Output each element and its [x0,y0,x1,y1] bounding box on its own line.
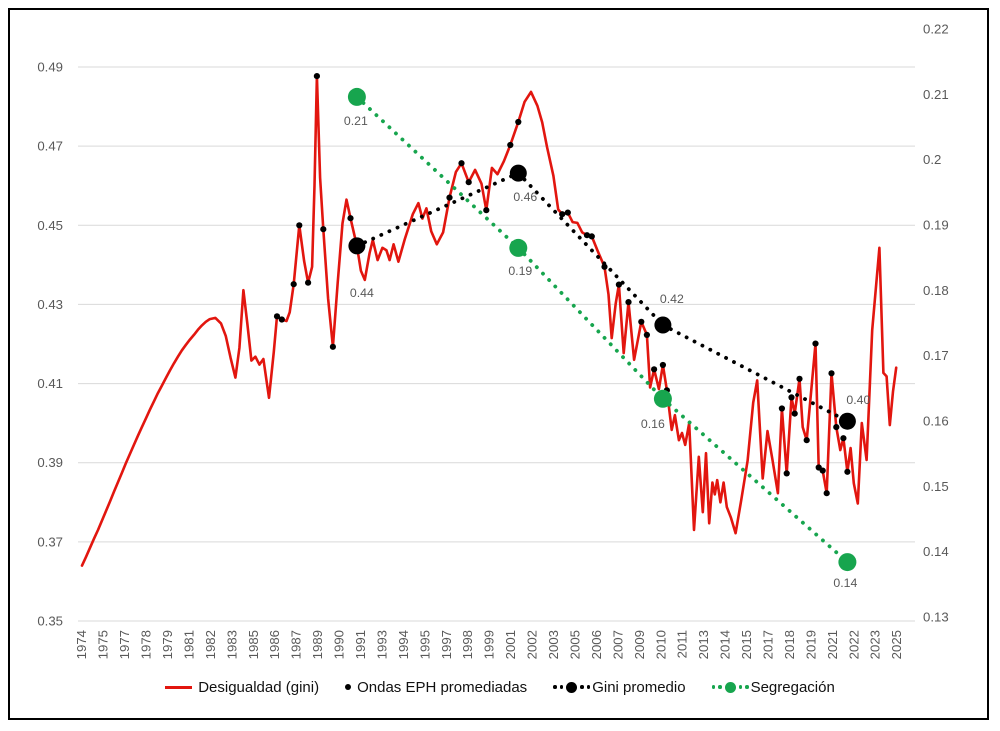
svg-text:0.16: 0.16 [641,417,665,431]
svg-text:1985: 1985 [246,630,261,659]
green-dotted-marker-icon [711,681,749,693]
svg-text:2023: 2023 [868,630,883,659]
legend-item-gini-promedio: Gini promedio [553,678,686,696]
legend-label-gini-promedio: Gini promedio [592,678,686,696]
svg-text:0.42: 0.42 [660,292,684,306]
svg-text:2009: 2009 [632,630,647,659]
svg-text:1987: 1987 [289,630,304,659]
svg-text:2001: 2001 [503,630,518,659]
legend-label-desigualdad: Desigualdad (gini) [198,678,320,696]
svg-text:1977: 1977 [117,630,132,659]
svg-text:0.19: 0.19 [508,264,532,278]
svg-text:0.16: 0.16 [923,414,949,429]
svg-text:0.41: 0.41 [37,376,63,391]
svg-text:0.19: 0.19 [923,218,949,233]
svg-text:1975: 1975 [96,630,111,659]
svg-text:2021: 2021 [825,630,840,659]
svg-text:1994: 1994 [396,630,411,659]
svg-text:2005: 2005 [568,630,583,659]
right-axis-ticks: 0.22 0.21 0.2 0.19 0.18 0.17 0.16 0.15 0.14 0.13 [923,22,949,625]
svg-text:1995: 1995 [417,630,432,659]
svg-text:2019: 2019 [803,630,818,659]
svg-text:2002: 2002 [525,630,540,659]
segregacion-series: 0.21 0.19 0.16 0.14 [344,87,858,590]
red-line-marker-icon [165,685,193,689]
chart-legend: Desigualdad (gini) Ondas EPH promediadas… [0,674,1000,700]
legend-item-ondas-eph: Ondas EPH promediadas [345,679,527,696]
svg-text:0.21: 0.21 [923,87,949,102]
svg-text:1974: 1974 [74,630,89,659]
legend-label-ondas-eph: Ondas EPH promediadas [357,678,528,696]
svg-text:1982: 1982 [203,630,218,659]
svg-text:2006: 2006 [589,630,604,659]
svg-text:2014: 2014 [718,630,733,659]
svg-text:1991: 1991 [353,630,368,659]
svg-text:2013: 2013 [696,630,711,659]
svg-text:0.47: 0.47 [37,139,63,154]
svg-text:0.14: 0.14 [833,576,857,590]
svg-text:2025: 2025 [889,630,904,659]
svg-text:0.46: 0.46 [513,190,537,204]
svg-text:0.35: 0.35 [37,614,63,629]
svg-text:0.17: 0.17 [923,348,949,363]
svg-text:0.22: 0.22 [923,22,949,37]
x-axis-ticks: 1974 1975 1977 1978 1979 1981 1982 1983 1985 1986… [74,630,904,659]
svg-text:0.44: 0.44 [350,286,374,300]
svg-text:1997: 1997 [439,630,454,659]
svg-text:2017: 2017 [761,630,776,659]
svg-text:0.2: 0.2 [923,152,941,167]
svg-text:2007: 2007 [610,630,625,659]
gini-promedio-series: 0.44 0.46 0.42 0.40 [348,164,871,430]
svg-text:2003: 2003 [546,630,561,659]
svg-text:1983: 1983 [224,630,239,659]
svg-text:2010: 2010 [653,630,668,659]
svg-text:2015: 2015 [739,630,754,659]
svg-text:1990: 1990 [332,630,347,659]
svg-text:2022: 2022 [846,630,861,659]
svg-text:2018: 2018 [782,630,797,659]
svg-text:0.14: 0.14 [923,544,949,559]
svg-text:1998: 1998 [460,630,475,659]
svg-text:0.45: 0.45 [37,218,63,233]
left-axis-ticks: 0.49 0.47 0.45 0.43 0.41 0.39 0.37 0.35 [37,60,63,629]
black-dot-marker-icon [345,684,352,690]
gridlines [78,66,915,622]
svg-text:1986: 1986 [267,630,282,659]
svg-text:2011: 2011 [675,630,690,658]
gini-line-series [80,74,898,567]
svg-text:0.15: 0.15 [923,479,949,494]
black-dotted-marker-icon [553,681,591,693]
legend-label-segregacion: Segregación [750,678,835,696]
svg-text:0.21: 0.21 [344,114,368,128]
svg-text:1981: 1981 [181,630,196,659]
svg-text:1989: 1989 [310,630,325,659]
svg-text:1999: 1999 [482,630,497,659]
legend-item-desigualdad: Desigualdad (gini) [165,679,319,696]
svg-text:0.43: 0.43 [37,297,63,312]
svg-text:0.49: 0.49 [37,60,63,75]
svg-text:0.40: 0.40 [846,393,870,407]
eph-dots-series [273,73,851,497]
svg-text:0.18: 0.18 [923,283,949,298]
svg-text:1993: 1993 [375,630,390,659]
svg-text:0.37: 0.37 [37,534,63,549]
legend-item-segregacion: Segregación [711,678,835,696]
svg-text:0.13: 0.13 [923,610,949,625]
svg-text:1979: 1979 [160,630,175,659]
figure-border [8,8,989,720]
svg-text:1978: 1978 [139,630,154,659]
svg-text:0.39: 0.39 [37,455,63,470]
